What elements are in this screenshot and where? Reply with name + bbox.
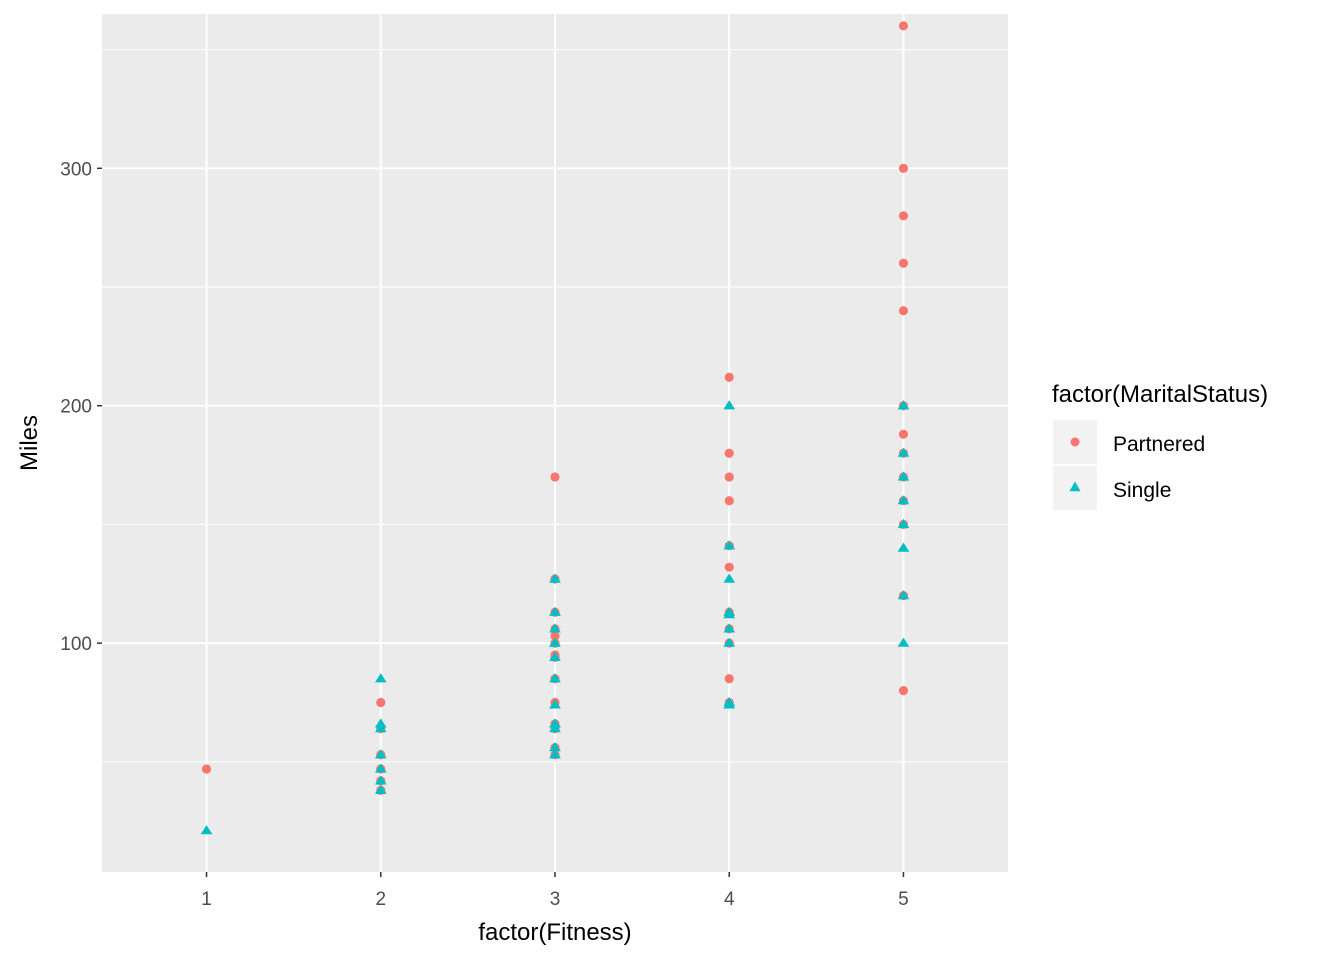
point-partnered [724, 562, 734, 572]
legend-marker-single [1069, 481, 1081, 492]
point-single [374, 775, 387, 785]
point-single [374, 673, 387, 683]
point-partnered [898, 163, 909, 173]
y-axis-title: Miles [16, 415, 43, 471]
x-tick-label: 2 [375, 889, 386, 910]
point-single [374, 718, 387, 728]
point-single [549, 699, 561, 709]
point-single [374, 763, 387, 773]
point-partnered [898, 211, 909, 221]
point-single [723, 573, 736, 583]
point-single [897, 637, 910, 647]
point-single [374, 749, 387, 759]
point-partnered [550, 472, 560, 482]
point-partnered [898, 21, 909, 31]
legend-marker-partnered [1070, 437, 1080, 447]
x-axis-title: factor(Fitness) [478, 919, 631, 946]
point-single [897, 518, 910, 529]
legend-label-partnered: Partnered [1113, 433, 1205, 456]
x-tick-label: 5 [898, 889, 909, 910]
point-single [549, 673, 561, 683]
point-single [897, 447, 910, 457]
legend-label-single: Single [1113, 479, 1171, 502]
point-single [723, 623, 736, 633]
x-tick-label: 1 [201, 889, 212, 910]
x-axis: 1 2 3 4 5 [201, 872, 909, 910]
point-single [549, 573, 561, 583]
point-partnered [724, 496, 734, 506]
point-partnered [898, 429, 909, 439]
legend: factor(MaritalStatus) Partnered Single [1052, 381, 1268, 510]
point-partnered [724, 372, 734, 382]
point-single [549, 623, 561, 633]
point-single [374, 784, 387, 794]
point-single [549, 723, 561, 733]
x-tick-label: 3 [550, 889, 561, 910]
point-partnered [724, 674, 734, 684]
point-single [374, 723, 387, 733]
point-partnered [898, 686, 909, 696]
point-partnered [898, 258, 909, 268]
point-single [897, 400, 910, 410]
point-partnered [724, 472, 734, 482]
point-single [549, 749, 561, 759]
y-tick-label: 100 [60, 634, 92, 655]
point-partnered [201, 764, 212, 774]
x-tick-label: 4 [724, 889, 735, 910]
point-single [723, 400, 736, 410]
point-single [549, 718, 561, 728]
point-single [723, 696, 736, 707]
point-single [549, 637, 561, 647]
y-axis: 100 200 300 [60, 159, 102, 655]
point-single [897, 590, 910, 600]
legend-title: factor(MaritalStatus) [1052, 381, 1268, 408]
y-tick-label: 200 [60, 397, 92, 418]
point-partnered [550, 631, 560, 641]
data-points [200, 21, 910, 835]
point-single [549, 742, 561, 752]
point-single [549, 606, 561, 616]
point-single [723, 606, 736, 616]
point-partnered [376, 697, 386, 708]
point-single [897, 471, 910, 481]
point-single [723, 540, 736, 550]
point-partnered [898, 306, 909, 316]
point-single [897, 495, 910, 505]
point-single [723, 637, 736, 647]
point-partnered [724, 448, 734, 458]
point-single [549, 651, 561, 661]
point-single [897, 542, 910, 552]
point-single [200, 825, 213, 835]
y-tick-label: 300 [60, 159, 92, 180]
